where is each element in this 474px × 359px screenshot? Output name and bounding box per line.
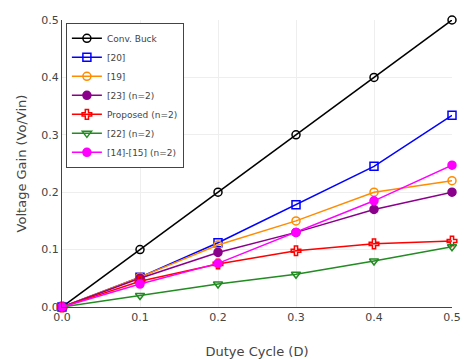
svg-text:0.3: 0.3: [287, 311, 305, 324]
svg-text:0.0: 0.0: [53, 311, 71, 324]
svg-text:0.1: 0.1: [131, 311, 149, 324]
svg-text:Proposed (n=2): Proposed (n=2): [107, 110, 177, 120]
svg-text:0.0: 0.0: [41, 301, 59, 314]
svg-text:0.2: 0.2: [209, 311, 227, 324]
svg-text:Dutye Cycle (D): Dutye Cycle (D): [206, 344, 309, 359]
svg-text:0.2: 0.2: [41, 186, 59, 199]
svg-text:0.3: 0.3: [41, 129, 59, 142]
svg-text:[20]: [20]: [107, 53, 125, 63]
svg-text:[23] (n=2): [23] (n=2): [107, 91, 154, 101]
svg-text:0.1: 0.1: [41, 243, 59, 256]
svg-text:Voltage Gain (Vo/Vin): Voltage Gain (Vo/Vin): [14, 95, 29, 233]
svg-text:Conv. Buck: Conv. Buck: [107, 34, 158, 44]
svg-text:0.4: 0.4: [41, 71, 59, 84]
svg-text:0.4: 0.4: [365, 311, 383, 324]
svg-text:[19]: [19]: [107, 72, 125, 82]
svg-text:[22] (n=2): [22] (n=2): [107, 129, 154, 139]
svg-text:0.5: 0.5: [443, 311, 461, 324]
svg-text:0.5: 0.5: [41, 14, 59, 27]
svg-text:[14]-[15] (n=2): [14]-[15] (n=2): [107, 148, 176, 158]
